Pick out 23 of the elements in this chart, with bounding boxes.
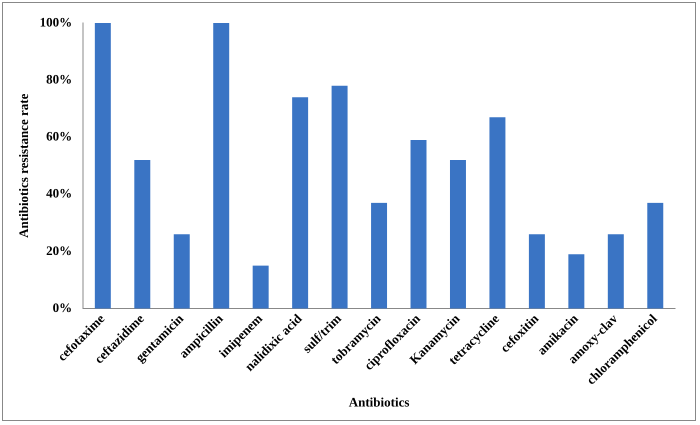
bar xyxy=(94,23,111,308)
bar xyxy=(134,160,150,308)
bar xyxy=(647,202,664,308)
bar xyxy=(489,117,506,308)
bar xyxy=(528,234,545,308)
bar xyxy=(292,97,308,308)
x-axis-title: Antibiotics xyxy=(348,394,410,410)
bar xyxy=(568,254,584,308)
bar xyxy=(213,23,230,308)
bar xyxy=(371,202,388,308)
y-tick-label: 20% xyxy=(46,242,72,258)
y-axis-title: Antibiotics resistance rate xyxy=(16,93,32,238)
y-tick-label: 100% xyxy=(40,14,72,30)
bar xyxy=(174,234,190,308)
bar xyxy=(450,160,466,308)
bar xyxy=(608,234,624,308)
y-tick-label: 0% xyxy=(52,300,72,315)
bar xyxy=(332,86,348,308)
bar xyxy=(252,266,269,308)
bar xyxy=(410,140,426,308)
y-tick-label: 80% xyxy=(46,71,72,86)
y-tick-label: 40% xyxy=(46,186,72,201)
y-tick-label: 60% xyxy=(46,128,72,144)
